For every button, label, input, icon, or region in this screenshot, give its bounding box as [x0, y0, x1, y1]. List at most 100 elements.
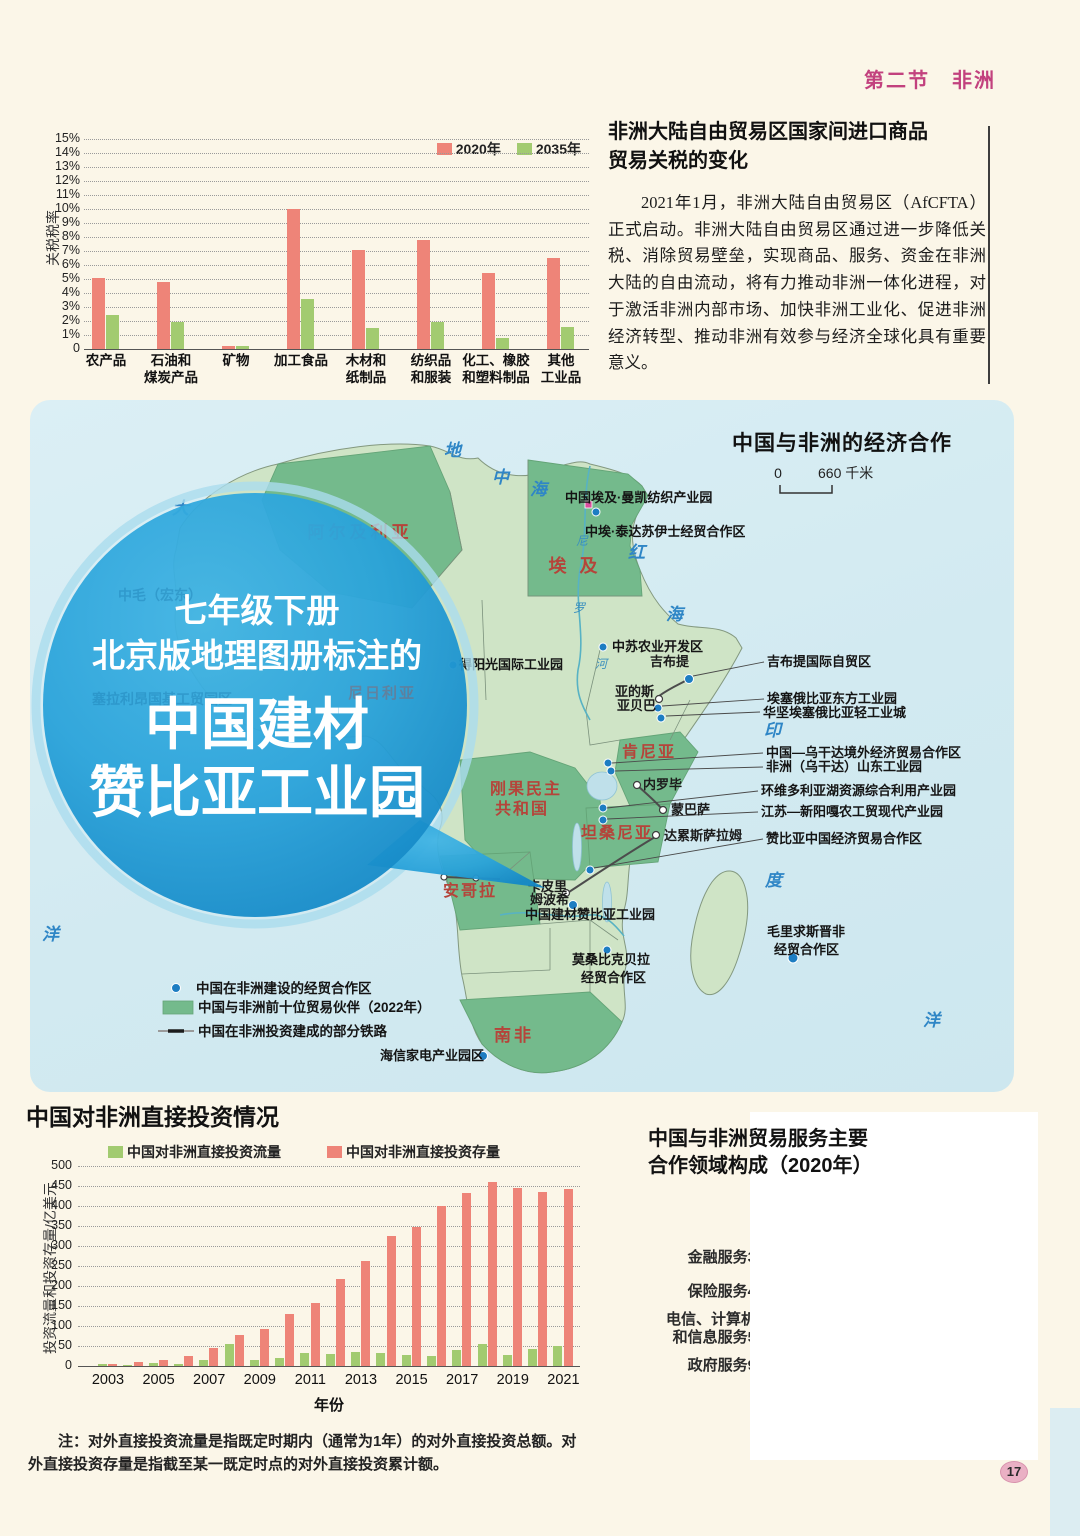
bar-2012: [335, 1278, 345, 1366]
category-label-line: 纸制品: [345, 369, 387, 385]
africa-map-panel: 地 中 海 红 海 印 度 洋 大 洋 尼 罗 河 阿尔及利亚 埃 及 肯尼亚 …: [30, 400, 1014, 1092]
category-label: 矿物: [190, 353, 282, 370]
category-label-line: 石油和: [150, 353, 192, 368]
sea-label-redsea-1: 红: [628, 543, 648, 562]
callout-line-4: 赞比亚工业园: [89, 761, 425, 824]
x-tick: 2009: [243, 1372, 276, 1388]
marker-hisense-park: [478, 1051, 488, 1061]
legend-swatch: [516, 143, 532, 155]
zone-label-victoria: 环维多利亚湖资源综合利用产业园: [761, 783, 956, 798]
bar-2005: [148, 1363, 158, 1366]
x-tick: 2017: [446, 1372, 479, 1388]
bar-2020年: [352, 249, 365, 349]
y-tick: 300: [51, 1238, 72, 1252]
gridline: [84, 153, 589, 154]
zambezi-river: [499, 911, 625, 937]
zone-label-mauritius-1: 毛里求斯晋非: [767, 924, 845, 939]
callout-line-2: 北京版地理图册标注的: [92, 637, 422, 674]
lake-tanganyika: [572, 822, 582, 872]
services-title-line-1: 中国与非洲贸易服务主要: [648, 1128, 868, 1150]
bar-2015: [411, 1226, 421, 1366]
gridline: [78, 1306, 580, 1307]
marker-mankai: [584, 500, 593, 509]
nile-label-3: 河: [595, 657, 609, 671]
marker-victoria-park: [598, 803, 608, 813]
bar-2008: [234, 1334, 244, 1366]
map-scale-zero: 0: [774, 465, 782, 481]
gridline: [78, 1226, 580, 1227]
bar-2004: [133, 1362, 143, 1366]
marker-djibouti: [684, 674, 694, 684]
gridline: [84, 167, 589, 168]
gridline: [78, 1186, 580, 1187]
x-tick: 2015: [395, 1372, 428, 1388]
label-south-africa: 南非: [494, 1025, 534, 1045]
bar-2014: [386, 1236, 396, 1366]
legend-label: 2020年: [455, 141, 501, 157]
services-title-line-2: 合作领域构成（2020年）: [648, 1155, 873, 1177]
zone-label-beira-2: 经贸合作区: [581, 970, 646, 985]
bar-2017: [462, 1192, 472, 1366]
marker-zambia-china-zone: [585, 865, 595, 875]
bar-2013: [361, 1261, 371, 1366]
gridline: [84, 223, 589, 224]
bar-2017: [452, 1349, 462, 1366]
bar-2035年: [366, 328, 379, 349]
marker-uganda-zone: [603, 758, 613, 768]
marker-shandong-park: [606, 766, 616, 776]
y-tick: 500: [51, 1158, 72, 1172]
marker-mombasa: [658, 805, 668, 815]
gridline: [84, 321, 589, 322]
sea-label-redsea-2: 海: [666, 605, 686, 624]
x-tick: 2003: [91, 1372, 125, 1388]
gridline: [84, 209, 589, 210]
city-label-kapiri-1: 卡皮里: [528, 879, 567, 894]
map-scale-bar: [779, 485, 833, 494]
category-label: 加工食品: [255, 353, 347, 370]
y-tick: 250: [51, 1258, 72, 1272]
gridline: [78, 1166, 580, 1167]
service-item-telecom-2: 和信息服务5: [672, 1329, 756, 1346]
bar-2035年: [106, 315, 119, 349]
gridline: [84, 139, 589, 140]
page-edge: [1050, 1408, 1080, 1536]
gridline: [84, 251, 589, 252]
zone-label-sudan-agri: 中苏农业开发区: [612, 639, 703, 654]
lake-victoria: [586, 771, 618, 801]
legend-dot-swatch: [171, 983, 181, 993]
y-tick: 0: [65, 1358, 72, 1372]
bar-2020: [538, 1192, 548, 1366]
bar-2006: [173, 1364, 183, 1366]
y-tick: 6%: [61, 257, 80, 271]
legend-item: 2020年: [436, 139, 501, 159]
bar-2021: [563, 1189, 573, 1366]
marker-jiangsu-park: [598, 815, 608, 825]
marker-sudan-agri: [598, 642, 608, 652]
bar-2018: [477, 1344, 487, 1366]
y-tick: 12%: [54, 173, 80, 187]
nile-river: [576, 465, 591, 721]
investment-x-axis-label: 年份: [313, 1397, 344, 1414]
label-egypt: 埃 及: [548, 555, 601, 576]
bar-2020年: [417, 239, 430, 349]
bar-2011: [310, 1302, 320, 1366]
zone-label-cbmi: 中国建材赞比亚工业园: [525, 907, 655, 922]
label-drc-1: 刚果民主: [490, 779, 562, 798]
y-tick: 10%: [54, 201, 80, 215]
gridline: [84, 293, 589, 294]
legend-partner-swatch: [162, 1000, 194, 1015]
bar-2035年: [561, 326, 574, 349]
sea-label-atlantic-2: 洋: [42, 925, 62, 944]
category-label-line: 和塑料制品: [462, 369, 530, 385]
zone-label-uganda: 中国—乌干达境外经济贸易合作区: [766, 745, 961, 760]
category-label: 化工、橡胶 和塑料制品: [450, 353, 542, 387]
bar-2018: [487, 1181, 497, 1366]
bar-2020年: [547, 258, 560, 349]
bar-2035年: [496, 337, 509, 349]
zone-label-jiangsu: 江苏—新阳嘎农工贸现代产业园: [761, 804, 943, 819]
legend-item: 2035年: [516, 139, 581, 159]
legend-item: 中国对非洲直接投资存量: [327, 1142, 500, 1162]
marker-teda: [591, 507, 601, 517]
bar-2010: [275, 1357, 285, 1366]
category-label-line: 农产品: [85, 353, 127, 368]
